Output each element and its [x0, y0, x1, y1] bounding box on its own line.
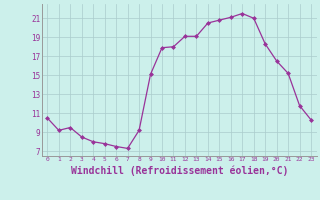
X-axis label: Windchill (Refroidissement éolien,°C): Windchill (Refroidissement éolien,°C) — [70, 165, 288, 176]
